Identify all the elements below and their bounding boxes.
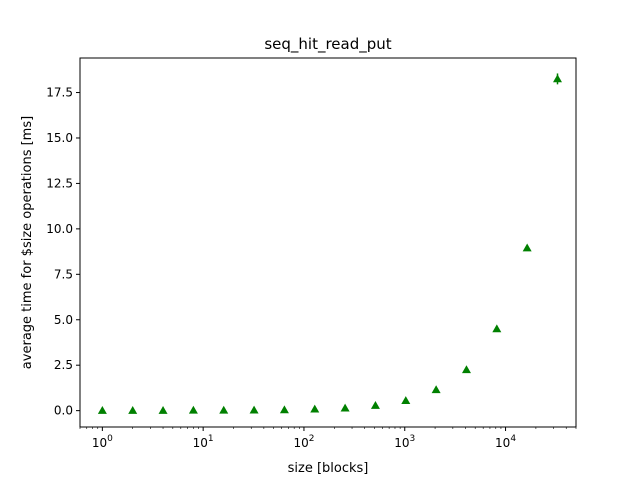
data-point-marker <box>522 243 532 252</box>
x-tick-label: 103 <box>394 434 415 450</box>
y-tick-label: 2.5 <box>54 358 73 372</box>
data-point-marker <box>158 405 168 414</box>
x-tick-label: 101 <box>193 434 214 450</box>
data-point-marker <box>370 401 380 409</box>
data-point-marker <box>401 396 411 405</box>
y-tick-label: 15.0 <box>46 131 73 145</box>
data-point-marker <box>553 74 563 83</box>
data-point-marker <box>431 385 441 394</box>
data-point-marker <box>492 324 502 333</box>
y-tick-label: 7.5 <box>54 267 73 281</box>
x-axis-label: size [blocks] <box>288 461 369 476</box>
data-point-marker <box>97 405 107 414</box>
y-tick-label: 12.5 <box>46 176 73 190</box>
y-axis-label: average time for $size operations [ms] <box>20 116 35 369</box>
y-tick-label: 10.0 <box>46 222 73 236</box>
data-point-marker <box>461 365 471 374</box>
data-point-marker <box>219 405 229 414</box>
data-point-marker <box>310 404 320 413</box>
data-point-marker <box>188 405 198 414</box>
y-tick-label: 5.0 <box>54 313 73 327</box>
x-axis-ticks: 100 101 102 103 104 <box>92 427 516 450</box>
data-point-marker <box>340 403 350 412</box>
chart-title: seq_hit_read_put <box>264 35 391 54</box>
x-tick-label: 102 <box>293 434 314 450</box>
data-point-marker <box>249 405 259 414</box>
y-tick-label: 0.0 <box>54 404 73 418</box>
data-point-marker <box>128 405 138 414</box>
plot-area-frame <box>79 57 577 428</box>
y-tick-label: 17.5 <box>46 86 73 100</box>
y-axis-ticks: 0.0 2.5 5.0 7.5 10.0 12.5 15.0 17.5 <box>46 86 80 418</box>
y-axis-label-group: average time for $size operations [ms] <box>20 116 35 369</box>
data-markers <box>97 73 563 414</box>
x-tick-label: 100 <box>92 434 113 450</box>
data-point-marker <box>279 405 289 414</box>
x-tick-label: 104 <box>495 434 516 450</box>
